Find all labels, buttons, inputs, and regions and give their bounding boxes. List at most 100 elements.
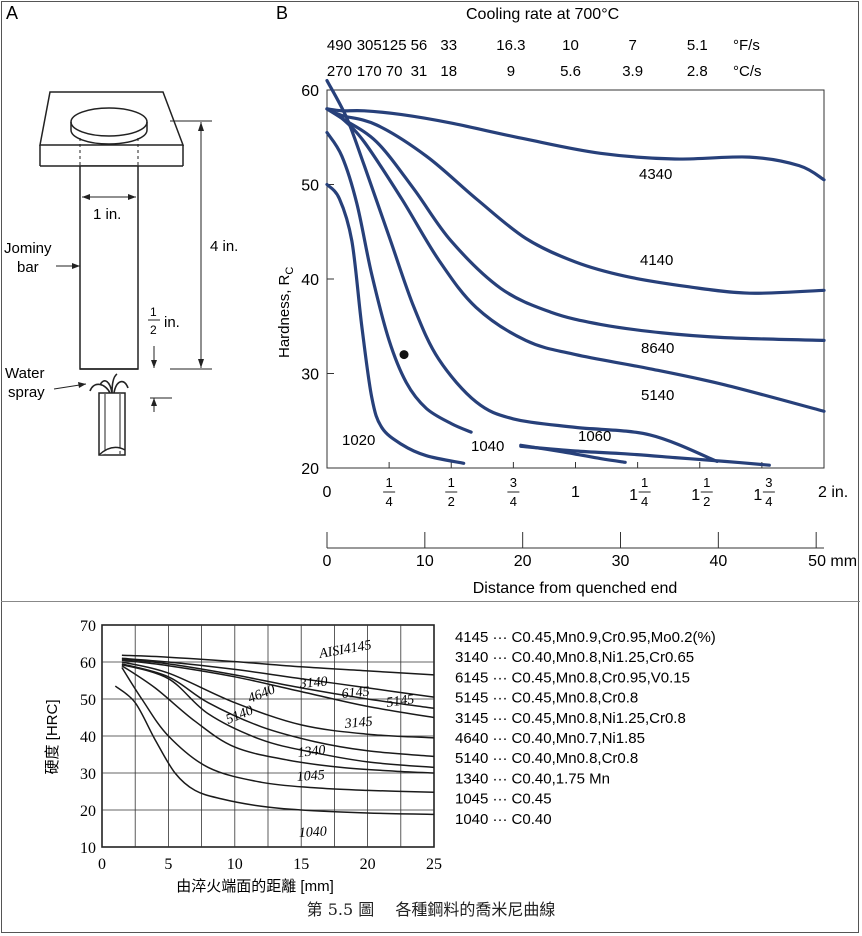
- curve-label-3145: 3145: [343, 715, 373, 732]
- curve-label-8640: 8640: [641, 340, 674, 357]
- cooling-rate-fs-4: 33: [440, 37, 457, 54]
- mm-tick-label: 50 mm: [808, 553, 857, 570]
- curve-label-5140: 5140: [641, 387, 674, 404]
- dim-length: 4 in.: [210, 238, 238, 255]
- unit-cs: °C/s: [733, 63, 762, 80]
- data-marker: [399, 350, 409, 360]
- dim-half-num: 1: [150, 305, 157, 319]
- curve-bottom-3140: [121, 658, 435, 710]
- curve-bottom-1040: [114, 685, 435, 816]
- legend-row-1340: 1340 ··· C0.40,1.75 Mn: [455, 770, 610, 787]
- x-axis-label-b: Distance from quenched end: [473, 580, 678, 597]
- y-tick-label-bottom: 20: [80, 803, 96, 820]
- curve-extra-8: [519, 443, 627, 464]
- dim-half-unit: in.: [164, 314, 180, 331]
- curve-label-1020: 1020: [342, 432, 375, 449]
- panel-divider: [1, 601, 860, 602]
- svg-text:3: 3: [765, 475, 772, 490]
- y-tick-label-bottom: 50: [80, 692, 96, 709]
- svg-text:1: 1: [703, 475, 710, 490]
- jominy-schematic: A 1 in. 4 in. 1 2 in. Jominy bar Water s…: [4, 3, 238, 456]
- cooling-rate-fs-0: 490: [327, 37, 352, 54]
- svg-text:4: 4: [386, 494, 393, 509]
- curve-bottom-1045: [121, 667, 435, 793]
- bar-label-line2: bar: [17, 259, 39, 276]
- cooling-rate-fs-1: 305: [357, 37, 382, 54]
- cooling-rate-fs-6: 10: [562, 37, 579, 54]
- legend-row-5140: 5140 ··· C0.40,Mn0.8,Cr0.8: [455, 750, 638, 767]
- svg-text:1: 1: [629, 487, 638, 504]
- curve-4340: [325, 107, 826, 182]
- dim-half-den: 2: [150, 323, 157, 337]
- y-tick-label-bottom: 70: [80, 618, 96, 635]
- curve-label-aisi4145: AISI4145: [317, 638, 373, 662]
- cooling-rate-cs-7: 3.9: [622, 63, 643, 80]
- y-tick-label-bottom: 40: [80, 729, 96, 746]
- x-tick-label-bottom: 25: [426, 856, 442, 873]
- curve-1060: [325, 79, 719, 463]
- cooling-rate-cs-0: 270: [327, 63, 352, 80]
- curve-bottom-4145: [121, 654, 435, 676]
- svg-text:1: 1: [641, 475, 648, 490]
- cooling-rate-title: Cooling rate at 700°C: [466, 6, 619, 23]
- x-tick-label-bottom: 5: [164, 856, 172, 873]
- curve-label-1340: 1340: [297, 743, 326, 761]
- curve-label-1040: 1040: [471, 438, 504, 455]
- curve-label-4340: 4340: [639, 166, 672, 183]
- curve-8640: [325, 107, 826, 342]
- curve-label-1040: 1040: [298, 825, 327, 841]
- svg-text:4: 4: [510, 494, 517, 509]
- cooling-rate-cs-3: 31: [411, 63, 428, 80]
- unit-fs: °F/s: [733, 37, 760, 54]
- cooling-rate-cs-2: 70: [386, 63, 403, 80]
- x-tick-label-in: 0: [323, 484, 332, 501]
- x-tick-label-in: 1: [571, 484, 580, 501]
- y-tick-label-bottom: 30: [80, 766, 96, 783]
- water-spray: [89, 373, 129, 394]
- legend-row-3140: 3140 ··· C0.40,Mn0.8,Ni1.25,Cr0.65: [455, 649, 694, 666]
- x-axis-label-bottom: 由淬火端面的距離 [mm]: [176, 877, 334, 895]
- composition-legend: 4145 ··· C0.45,Mn0.9,Cr0.95,Mo0.2(%) 3140 …: [455, 629, 716, 828]
- y-tick-label: 60: [301, 83, 319, 100]
- y-tick-label: 20: [301, 461, 319, 478]
- mm-tick-label: 30: [612, 553, 630, 570]
- mm-tick-label: 0: [323, 553, 332, 570]
- curve-label-5140: 5140: [224, 703, 256, 727]
- x-tick-label-in: 34: [507, 475, 520, 509]
- curve-label-1045: 1045: [296, 768, 325, 785]
- water-pipe: [98, 392, 126, 456]
- y-tick-label-bottom: 60: [80, 655, 96, 672]
- curve-bottom-5145: [121, 659, 435, 719]
- legend-row-3145: 3145 ··· C0.45,Mn0.8,Ni1.25,Cr0.8: [455, 710, 686, 727]
- figure-caption: 第 5.5 圖 各種鋼料的喬米尼曲線: [306, 900, 556, 919]
- cooling-rate-cs-8: 2.8: [687, 63, 708, 80]
- panel-b-label: B: [276, 3, 288, 23]
- legend-row-1045: 1045 ··· C0.45: [455, 791, 552, 808]
- svg-text:4: 4: [641, 494, 648, 509]
- x-tick-label-bottom: 15: [293, 856, 309, 873]
- curve-label-1060: 1060: [578, 428, 611, 445]
- curve-label-6145: 6145: [341, 685, 370, 702]
- y-tick-label: 40: [301, 272, 319, 289]
- panel-a-label: A: [6, 3, 18, 23]
- y-axis-label-bottom: 硬度 [HRC]: [44, 699, 61, 774]
- cooling-rate-fs-3: 56: [411, 37, 428, 54]
- cooling-rate-fs-2: 125: [382, 37, 407, 54]
- mm-tick-label: 20: [514, 553, 532, 570]
- mm-tick-label: 40: [709, 553, 727, 570]
- x-tick-label-in: 14: [383, 475, 396, 509]
- y-tick-label-bottom: 10: [80, 840, 96, 857]
- curve-5140: [325, 107, 826, 413]
- svg-text:2: 2: [703, 494, 710, 509]
- bar-label-line1: Jominy: [4, 240, 52, 257]
- curve-bottom-1340: [121, 665, 435, 774]
- legend-row-4145: 4145 ··· C0.45,Mn0.9,Cr0.95,Mo0.2(%): [455, 629, 716, 646]
- curve-bottom-4640: [121, 663, 435, 758]
- x-tick-label-in: 114: [629, 475, 651, 509]
- legend-row-1040: 1040 ··· C0.40: [455, 811, 552, 828]
- curve-label-4140: 4140: [640, 252, 673, 269]
- svg-text:1: 1: [386, 475, 393, 490]
- svg-text:2 in.: 2 in.: [818, 484, 848, 501]
- mm-tick-label: 10: [416, 553, 434, 570]
